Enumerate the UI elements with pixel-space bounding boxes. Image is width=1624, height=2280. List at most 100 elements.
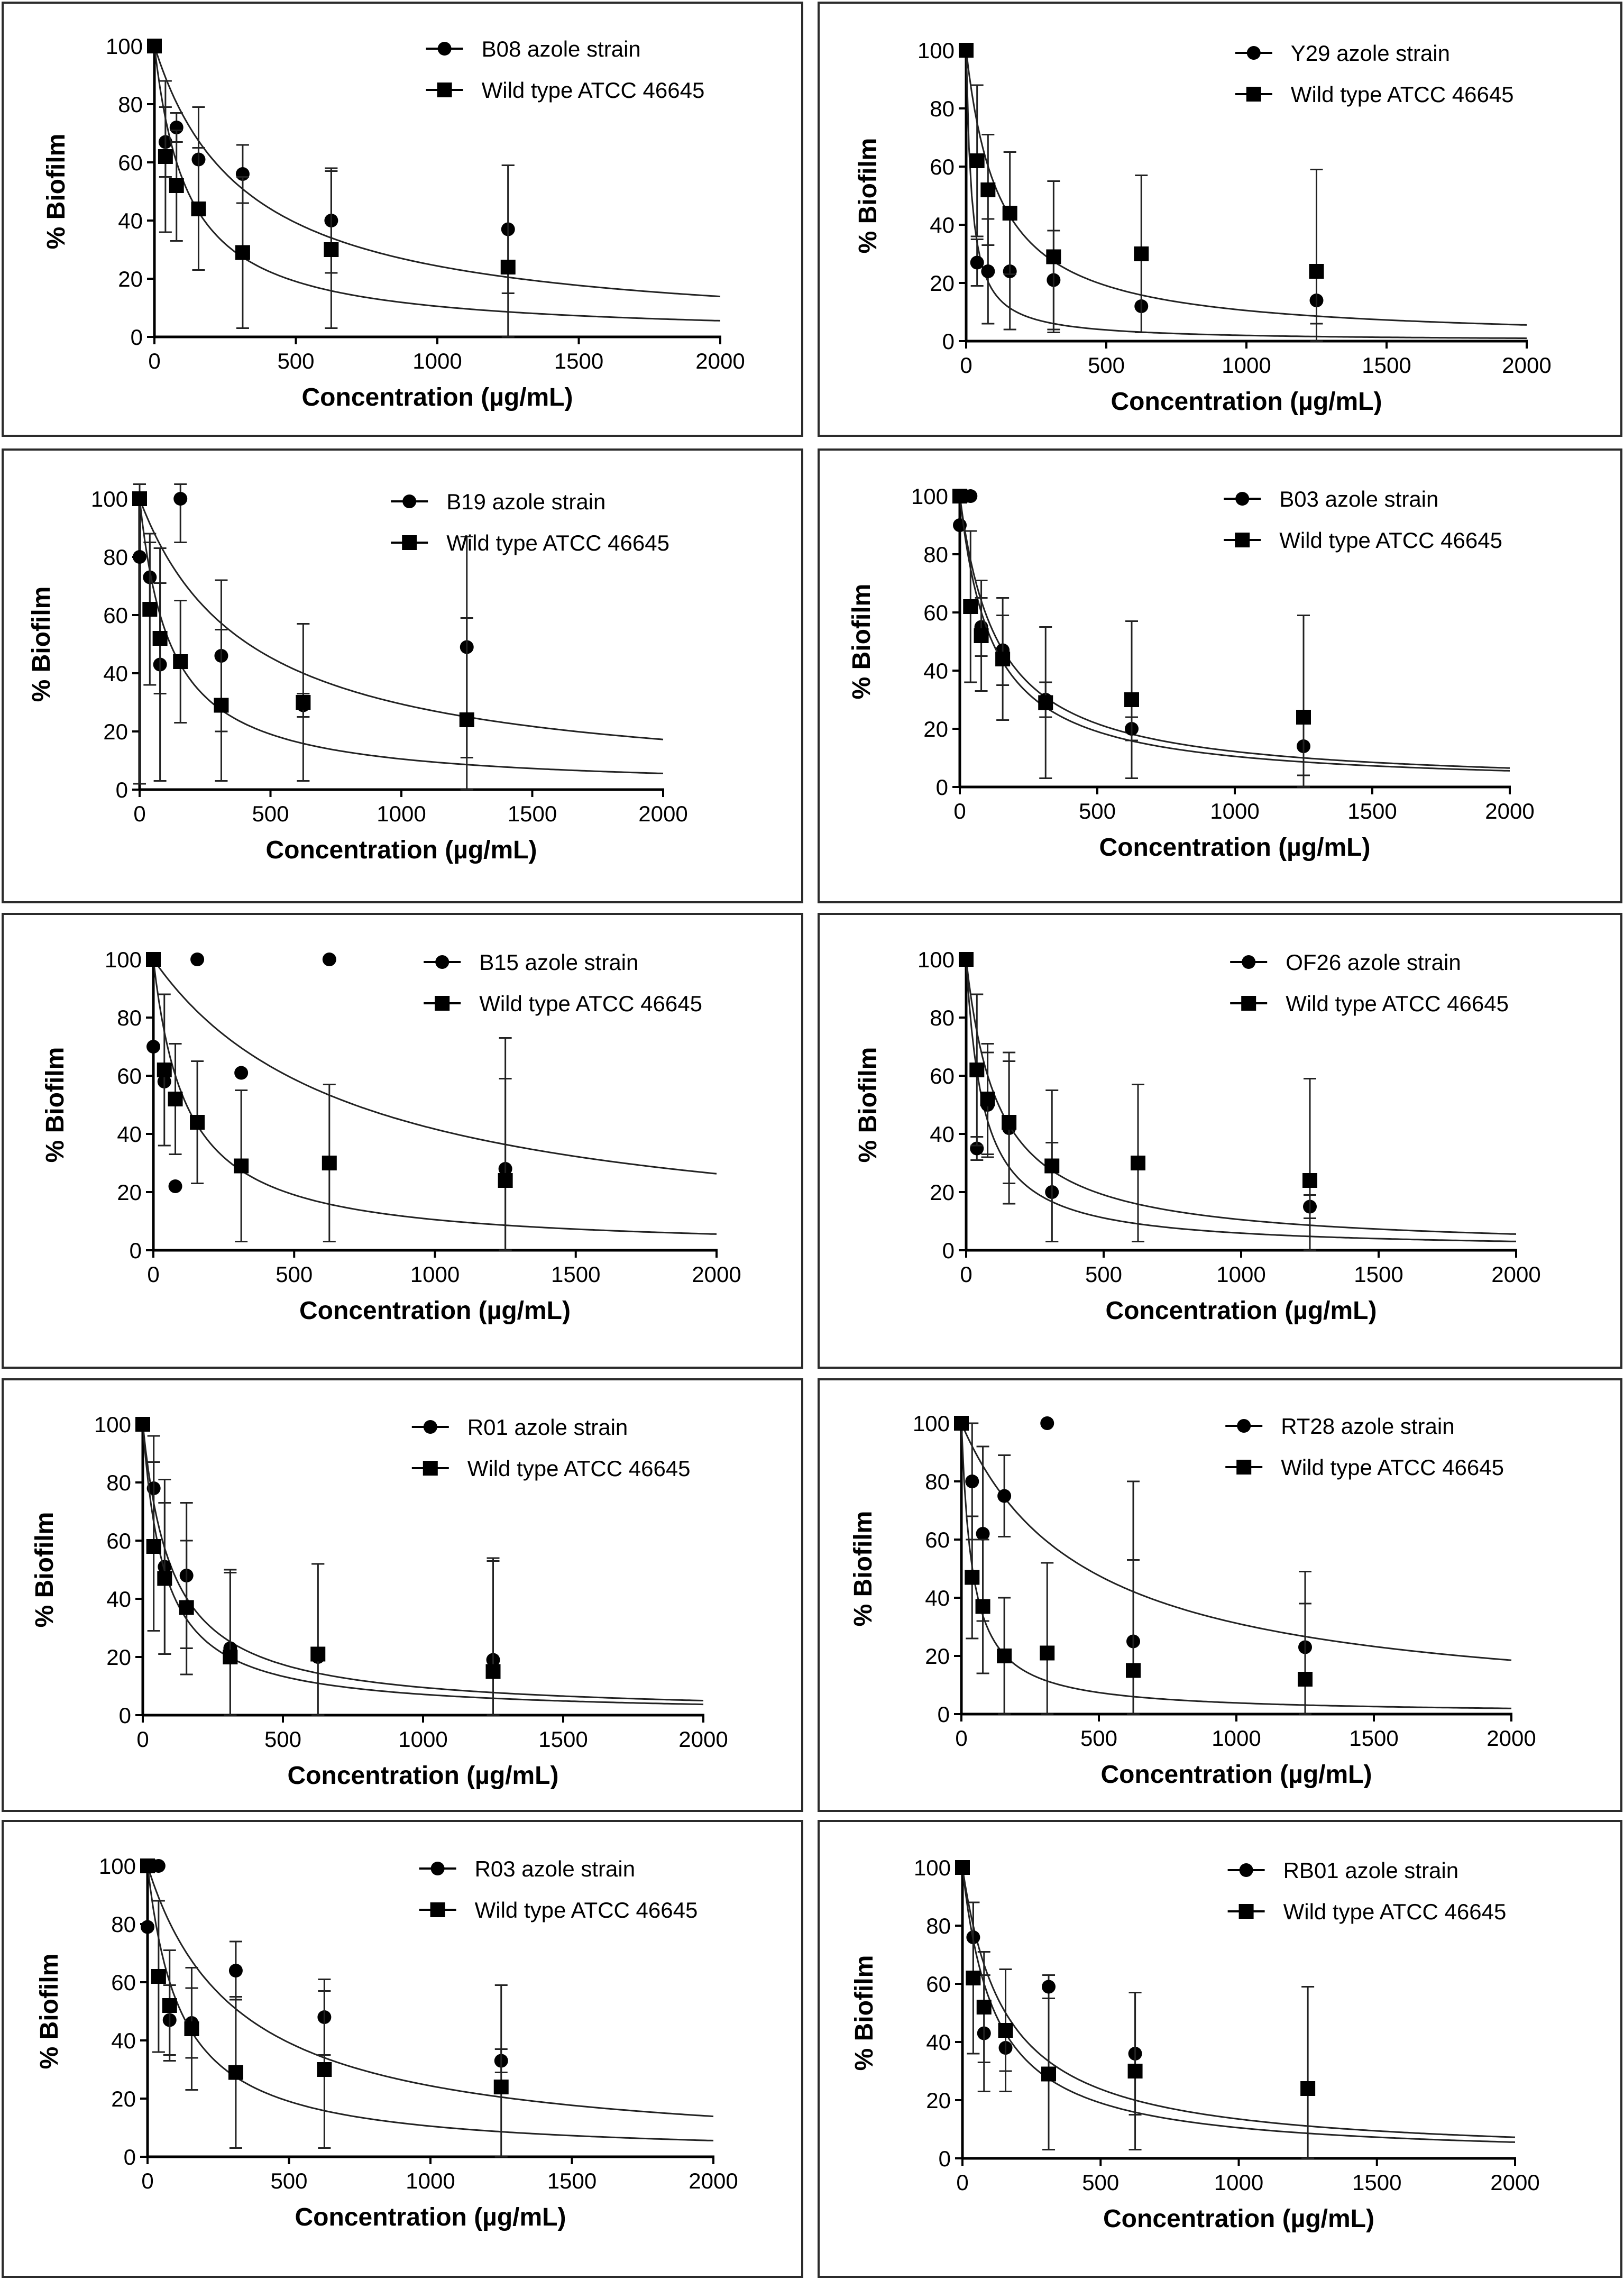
y-tick-label: 40	[925, 1586, 950, 1610]
wildtype-point	[1041, 2066, 1057, 2082]
x-axis-title: Concentration (µg/mL)	[266, 836, 537, 864]
legend-strain-marker	[1237, 1419, 1251, 1433]
legend-label: OF26 azole strain	[1286, 950, 1461, 975]
x-axis-title: Concentration (µg/mL)	[295, 2203, 566, 2231]
y-tick-label: 40	[926, 2030, 951, 2055]
x-tick-label: 0	[956, 2170, 968, 2195]
wildtype-point	[169, 178, 184, 193]
wildtype-fit-curve	[965, 50, 1527, 326]
legend-label: Wild type ATCC 46645	[479, 991, 702, 1016]
wildtype-point	[997, 1649, 1012, 1663]
legend-wildtype-marker	[435, 996, 450, 1011]
legend-wildtype-marker	[1241, 996, 1256, 1011]
x-tick-label: 1500	[1347, 799, 1397, 823]
y-tick-label: 80	[930, 1005, 955, 1030]
y-tick-label: 80	[930, 96, 955, 121]
legend-wildtype-marker	[423, 1461, 438, 1476]
strain-point	[146, 1040, 160, 1054]
x-axis-title: Concentration (µg/mL)	[1101, 1761, 1372, 1789]
y-tick-label: 100	[105, 947, 142, 972]
wildtype-point	[191, 202, 206, 216]
x-tick-label: 0	[148, 349, 160, 373]
y-tick-label: 80	[111, 1912, 136, 1937]
y-tick-label: 80	[117, 1005, 142, 1030]
chart-panel: 0 20 40 60 80 100 0 500 1000 1500 2000 Concentratio…	[818, 2, 1622, 437]
x-tick-label: 1000	[1212, 1726, 1261, 1751]
y-tick-label: 40	[930, 1122, 955, 1147]
legend-strain-marker	[402, 495, 417, 508]
x-tick-label: 500	[1079, 799, 1116, 823]
chart-panel: 0 20 40 60 80 100 0 500 1000 1500 2000 Concentratio…	[818, 1820, 1622, 2278]
x-tick-label: 1000	[1222, 353, 1271, 378]
y-tick-label: 40	[923, 658, 948, 683]
wildtype-fit-curve	[146, 1865, 714, 2141]
y-tick-label: 20	[930, 1180, 955, 1205]
wildtype-point	[214, 698, 229, 713]
y-tick-label: 20	[111, 2086, 136, 2111]
y-tick-label: 100	[914, 1855, 951, 1880]
legend-wildtype-marker	[1246, 87, 1261, 102]
wildtype-point	[157, 1571, 172, 1586]
wildtype-point	[980, 1092, 995, 1106]
legend-label: RB01 azole strain	[1283, 1858, 1459, 1883]
y-tick-label: 100	[917, 38, 955, 63]
legend-strain-marker	[437, 42, 452, 56]
strain-fit-curve	[146, 1865, 714, 2118]
legend-label: B03 azole strain	[1279, 487, 1438, 511]
legend-label: Y29 azole strain	[1291, 41, 1450, 66]
chart-panel: 0 20 40 60 80 100 0 500 1000 1500 2000 Concentratio…	[2, 1820, 803, 2278]
strain-fit-curve	[961, 1867, 1516, 2138]
wildtype-point	[152, 631, 168, 646]
wildtype-point	[1044, 1158, 1060, 1174]
legend-label: R01 azole strain	[467, 1415, 628, 1440]
x-tick-label: 2000	[1490, 2170, 1539, 2195]
legend-label: Wild type ATCC 46645	[1286, 991, 1509, 1016]
x-tick-label: 500	[276, 1262, 313, 1287]
wildtype-point	[1302, 1173, 1317, 1188]
wildtype-fit-curve	[960, 1423, 1511, 1709]
strain-point	[997, 1489, 1012, 1503]
y-tick-label: 100	[106, 34, 143, 59]
x-tick-label: 2000	[689, 2168, 738, 2193]
y-tick-label: 60	[930, 154, 955, 179]
chart-panel: 0 20 40 60 80 100 0 500 1000 1500 2000 Concentratio…	[818, 448, 1622, 903]
x-tick-label: 2000	[1485, 799, 1534, 823]
y-tick-label: 60	[106, 1528, 131, 1553]
y-axis-title: % Biofilm	[854, 1047, 882, 1163]
y-tick-label: 60	[925, 1527, 950, 1552]
legend-label: Wild type ATCC 46645	[475, 1898, 698, 1922]
y-tick-label: 0	[131, 325, 143, 350]
chart-panel: 0 20 40 60 80 100 0 500 1000 1500 2000 Concentratio…	[2, 1378, 803, 1812]
y-tick-label: 0	[124, 2145, 136, 2169]
strain-point	[981, 264, 995, 278]
y-tick-label: 100	[91, 487, 128, 511]
x-tick-label: 1000	[412, 349, 462, 373]
wildtype-fit-curve	[961, 1867, 1516, 2143]
y-tick-label: 20	[118, 267, 143, 291]
strain-point	[322, 953, 336, 966]
wildtype-fit-curve	[153, 45, 721, 322]
strain-point	[173, 492, 188, 506]
x-tick-label: 0	[147, 1262, 159, 1287]
y-tick-label: 40	[118, 208, 143, 233]
legend-label: Wild type ATCC 46645	[467, 1456, 691, 1481]
wildtype-point	[975, 1599, 990, 1614]
strain-point	[970, 255, 984, 270]
wildtype-point	[1300, 2081, 1316, 2096]
x-tick-label: 1500	[508, 801, 557, 826]
chart-panel: 0 20 40 60 80 100 0 500 1000 1500 2000 Concentratio…	[2, 448, 803, 903]
wildtype-point	[980, 182, 996, 197]
wildtype-point	[142, 602, 158, 617]
y-tick-label: 20	[925, 1644, 950, 1669]
wildtype-point	[135, 1417, 150, 1432]
chart-panel: 0 20 40 60 80 100 0 500 1000 1500 2000 Concentratio…	[818, 913, 1622, 1369]
wildtype-point	[1002, 206, 1017, 221]
x-tick-label: 1500	[1349, 1726, 1398, 1751]
legend-strain-marker	[1246, 46, 1261, 60]
x-tick-label: 500	[277, 349, 314, 373]
strain-point	[228, 1964, 243, 1977]
x-tick-label: 1000	[1216, 1262, 1265, 1287]
